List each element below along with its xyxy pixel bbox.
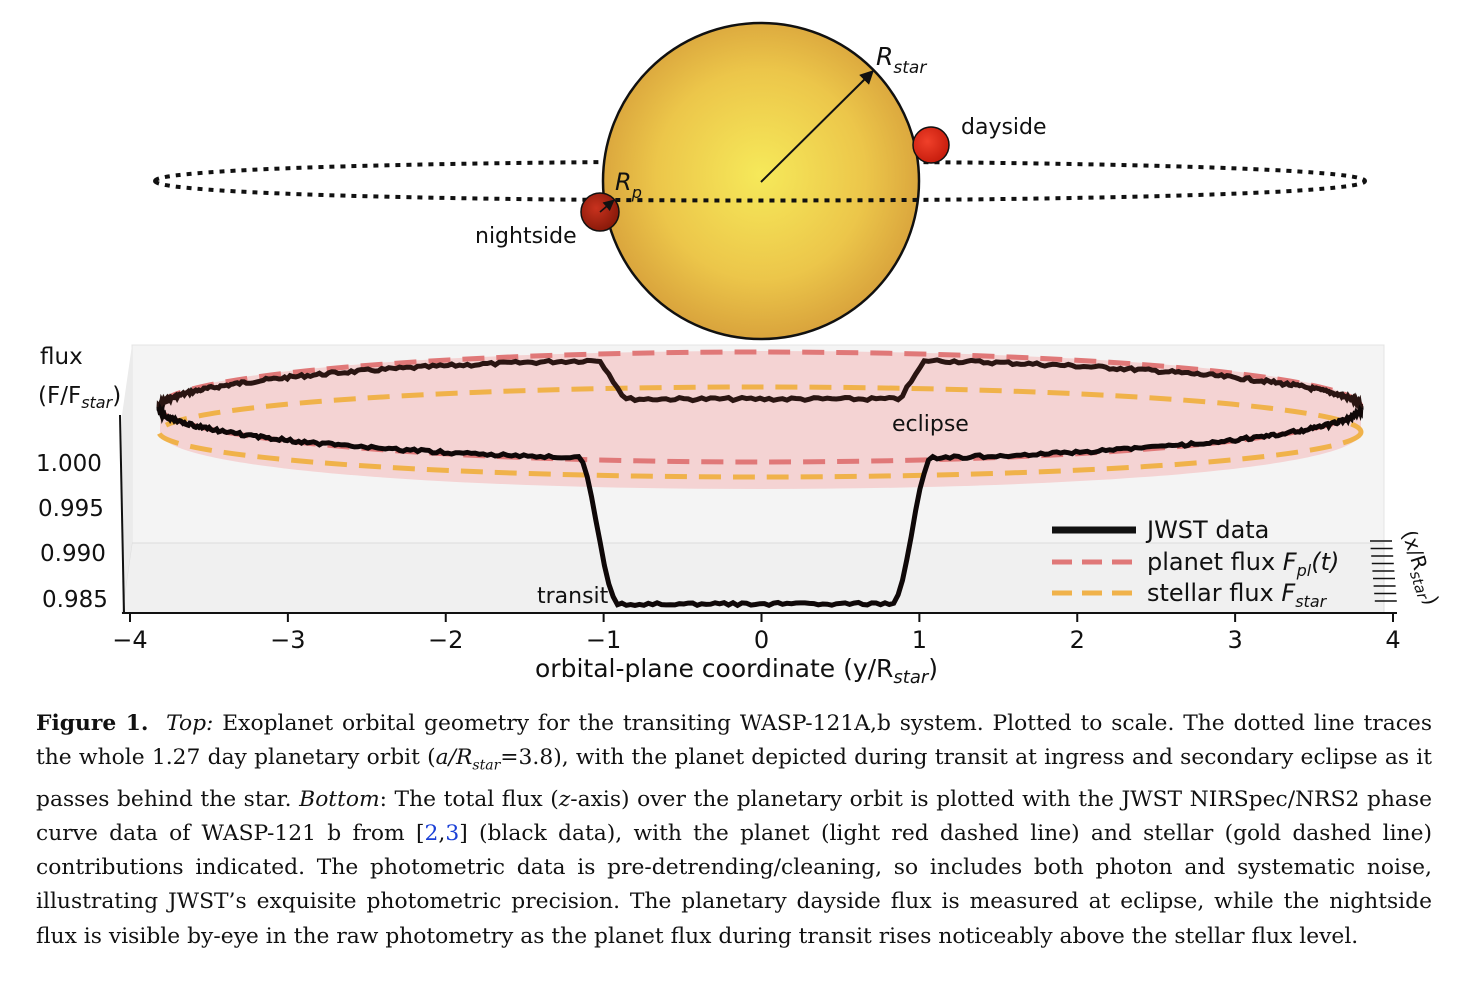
caption-a-ratio: a/R [435, 745, 473, 771]
x-axis-label: orbital-plane coordinate (y/Rstar) [535, 654, 938, 688]
z-tick-labels: 1.000 0.995 0.990 0.985 [36, 451, 108, 613]
caption-a-sub: star [472, 757, 501, 774]
transit-label: transit [537, 584, 609, 609]
x-tick-label: 1 [912, 626, 927, 654]
caption-label: Figure 1. [36, 711, 149, 736]
z-tick-label: 0.985 [42, 587, 108, 613]
x-tick-label: −2 [428, 626, 463, 654]
x-tick-label: 3 [1227, 626, 1242, 654]
planet-radius-arrow [599, 199, 615, 213]
x-tick-label: −1 [586, 626, 621, 654]
jwst-data-series [156, 357, 1364, 609]
x-ticks: −4 −3 −2 −1 0 1 2 3 4 [112, 613, 1401, 654]
caption-ref-link[interactable]: 2 [424, 820, 439, 846]
jwst-data-back-arc [156, 357, 1364, 415]
caption-text-4: ] (black data), with the planet (light r… [36, 820, 1432, 949]
stellar-flux-ellipse [156, 384, 1364, 480]
orbit-diagram: Rstar dayside Rp nightside [153, 21, 1367, 341]
z-axis-label-line2: (F/Fstar) [38, 383, 121, 412]
side-pane [122, 345, 132, 613]
z-tick-label: 0.990 [40, 541, 106, 567]
x-tick-label: −3 [270, 626, 305, 654]
legend-stellar-label: stellar flux Fstar [1147, 579, 1328, 611]
x-tick-label: 0 [754, 626, 769, 654]
caption-a-eq: =3.8), with the planet depicted during t… [36, 745, 1433, 812]
caption-top-label: Top: [166, 711, 214, 736]
legend: JWST data planet flux Fpl(t) stellar flu… [1052, 516, 1339, 611]
dayside-label: dayside [961, 115, 1047, 140]
orbit-front-path [153, 179, 1367, 203]
caption-text-3: -axis) over the planetary orbit is plott… [36, 786, 1433, 846]
depth-axis-label: (x/Rstar) [1393, 527, 1443, 609]
figure-caption: Figure 1. Top: Exoplanet orbital geometr… [36, 707, 1432, 954]
caption-z-axis: z [558, 786, 571, 812]
depth-ticks [1370, 540, 1397, 602]
z-axis-label-line1: flux [40, 344, 83, 370]
caption-text-2: : The total flux ( [379, 786, 559, 812]
x-tick-label: −4 [112, 626, 147, 654]
z-axis-line [119, 414, 125, 614]
r-star-label: Rstar [876, 42, 927, 78]
eclipse-label: eclipse [892, 412, 969, 437]
r-p-label: Rp [615, 168, 642, 202]
nightside-label: nightside [475, 224, 577, 249]
caption-text-1: Exoplanet orbital geometry for the trans… [36, 711, 1433, 771]
caption-comma: , [438, 820, 446, 846]
x-tick-label: 4 [1385, 626, 1400, 654]
x-tick-label: 2 [1070, 626, 1085, 654]
caption-bottom-label: Bottom [299, 786, 380, 812]
figure-canvas: Rstar dayside Rp nightside eclipse trans [36, 21, 1444, 688]
caption-ref-link[interactable]: 3 [445, 820, 460, 846]
z-tick-label: 1.000 [36, 451, 102, 477]
flux-plot: eclipse transit 1.000 0.995 0.990 0.985 … [36, 344, 1444, 688]
z-tick-label: 0.995 [38, 496, 104, 522]
star-radius-arrow [760, 70, 874, 183]
legend-planet-label: planet flux Fpl(t) [1147, 548, 1339, 580]
legend-jwst-label: JWST data [1145, 516, 1269, 544]
dayside-planet [912, 126, 950, 164]
jwst-data-front-arc [156, 402, 1364, 609]
